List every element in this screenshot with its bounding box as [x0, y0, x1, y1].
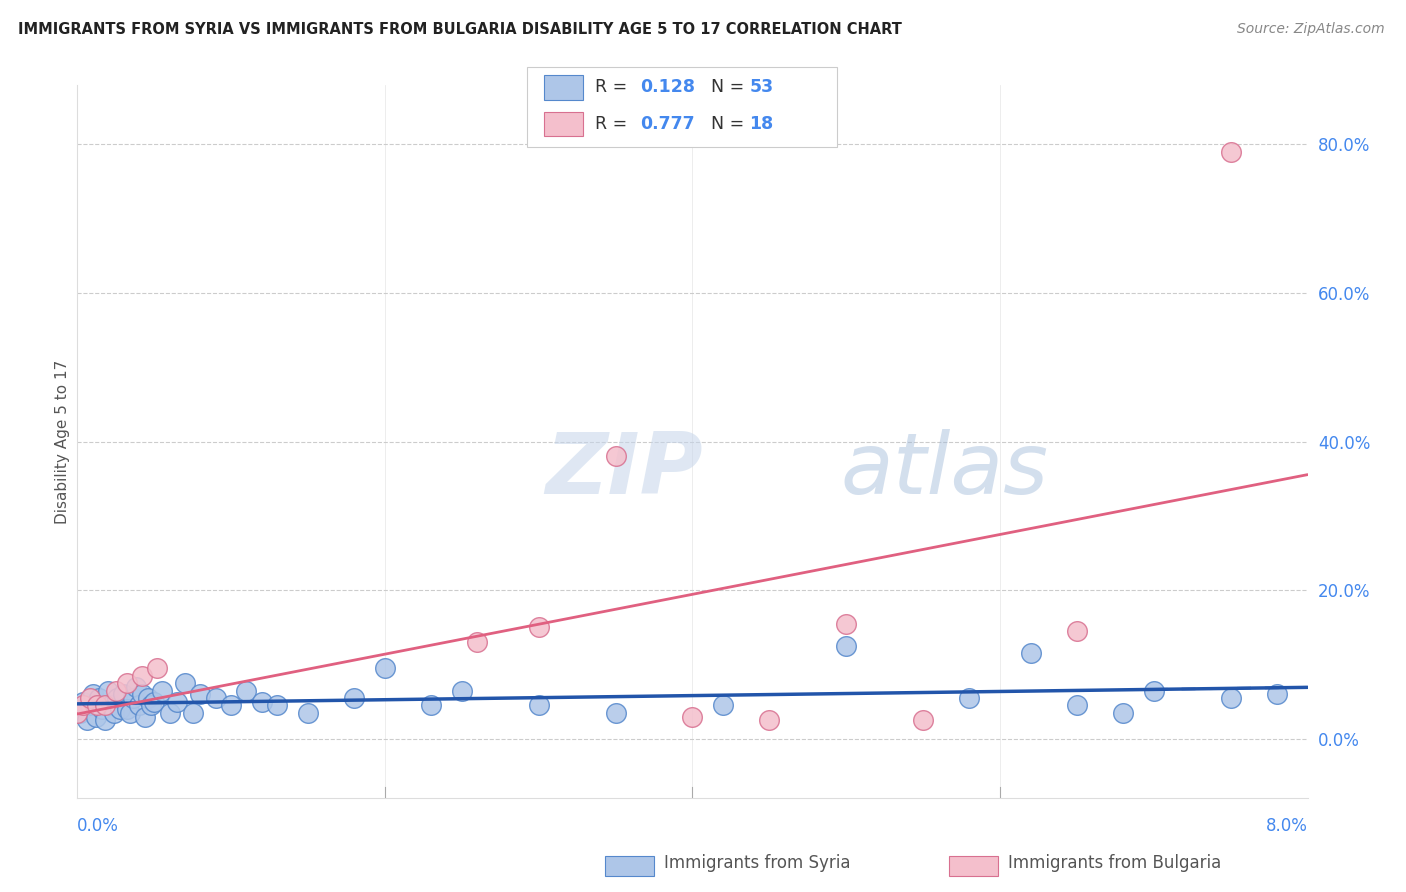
Text: 18: 18 [749, 115, 773, 133]
Point [835, 639, 858, 653]
Text: N =: N = [711, 78, 745, 96]
Text: 0.0%: 0.0% [77, 817, 120, 835]
Point [82, 687, 104, 701]
Text: R =: R = [595, 78, 627, 96]
Point [86, 698, 108, 713]
Point [166, 695, 188, 709]
Point [84, 709, 107, 723]
Point [79, 698, 101, 713]
Point [150, 683, 173, 698]
Point [266, 698, 288, 713]
Point [181, 706, 204, 720]
Point [125, 680, 148, 694]
Text: ZIP: ZIP [546, 428, 703, 512]
Point [66, 702, 89, 716]
Point [90, 702, 114, 716]
Point [1219, 690, 1241, 705]
Point [118, 706, 141, 720]
Point [103, 706, 125, 720]
Text: 53: 53 [749, 78, 773, 96]
Point [115, 702, 138, 716]
Point [1066, 624, 1088, 639]
Text: N =: N = [711, 115, 745, 133]
Point [69, 706, 91, 720]
Point [115, 676, 138, 690]
Point [97, 683, 120, 698]
Text: R =: R = [595, 115, 627, 133]
Point [121, 690, 143, 705]
Point [110, 702, 132, 716]
Point [105, 690, 128, 705]
Point [235, 683, 257, 698]
Point [100, 698, 122, 713]
Point [131, 687, 153, 701]
Point [297, 706, 319, 720]
Point [219, 698, 242, 713]
Point [134, 709, 156, 723]
Point [66, 706, 89, 720]
Point [190, 687, 212, 701]
Point [758, 714, 780, 728]
Point [204, 690, 226, 705]
Point [605, 706, 627, 720]
Point [146, 661, 169, 675]
Point [94, 714, 117, 728]
Point [141, 698, 163, 713]
Point [450, 683, 472, 698]
Point [94, 698, 117, 713]
Point [79, 690, 101, 705]
Point [131, 669, 153, 683]
Point [465, 635, 488, 649]
Text: atlas: atlas [841, 428, 1047, 512]
Point [1143, 683, 1166, 698]
Point [374, 661, 396, 675]
Point [128, 698, 150, 713]
Point [682, 709, 704, 723]
Point [527, 698, 550, 713]
Point [1112, 706, 1135, 720]
Point [1019, 646, 1042, 660]
Text: Immigrants from Syria: Immigrants from Syria [664, 855, 851, 872]
Point [912, 714, 935, 728]
Point [1265, 687, 1288, 701]
Point [72, 698, 94, 713]
Text: Source: ZipAtlas.com: Source: ZipAtlas.com [1237, 22, 1385, 37]
Point [174, 676, 197, 690]
Point [159, 706, 181, 720]
Point [605, 450, 627, 464]
Point [420, 698, 443, 713]
Point [143, 695, 166, 709]
Text: IMMIGRANTS FROM SYRIA VS IMMIGRANTS FROM BULGARIA DISABILITY AGE 5 TO 17 CORRELA: IMMIGRANTS FROM SYRIA VS IMMIGRANTS FROM… [18, 22, 903, 37]
Point [104, 683, 127, 698]
Point [72, 695, 94, 709]
Point [76, 714, 98, 728]
Text: Immigrants from Bulgaria: Immigrants from Bulgaria [1008, 855, 1222, 872]
Y-axis label: Disability Age 5 to 17: Disability Age 5 to 17 [55, 359, 70, 524]
Point [1066, 698, 1088, 713]
Point [250, 695, 273, 709]
Point [957, 690, 980, 705]
Point [112, 687, 135, 701]
Point [527, 620, 550, 634]
Point [835, 616, 858, 631]
Point [1219, 145, 1241, 159]
Point [136, 690, 159, 705]
Text: 8.0%: 8.0% [1265, 817, 1308, 835]
Point [343, 690, 366, 705]
Point [87, 690, 110, 705]
Text: 0.777: 0.777 [640, 115, 695, 133]
Point [711, 698, 734, 713]
Text: 0.128: 0.128 [640, 78, 695, 96]
